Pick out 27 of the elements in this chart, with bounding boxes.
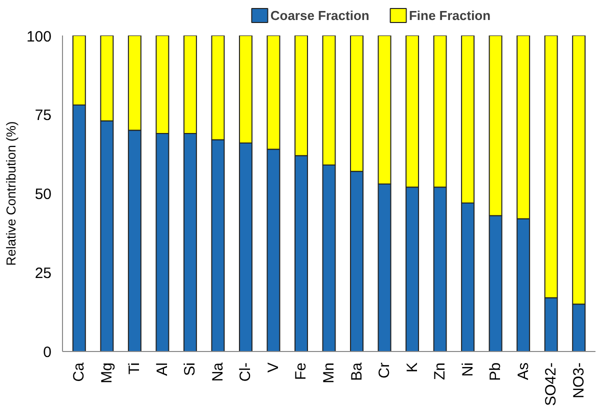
- x-tick-label: Mn: [320, 362, 338, 384]
- y-tick-label: 0: [43, 344, 52, 361]
- x-tick-label: Ni: [459, 362, 476, 377]
- x-tick-label: Ca: [70, 362, 88, 382]
- y-tick-label: 50: [34, 186, 52, 203]
- x-tick-label: Al: [154, 362, 171, 376]
- y-axis-title: Relative Contribution (%): [3, 121, 18, 266]
- x-tick-label: Si: [182, 362, 199, 376]
- x-tick-label: Ba: [348, 362, 366, 381]
- x-tick-label: Na: [209, 362, 226, 382]
- x-tick-label: K: [404, 362, 421, 373]
- x-tick-label: As: [514, 362, 532, 380]
- x-tick-label: NO3-: [570, 362, 588, 398]
- x-tick-label: Pb: [487, 362, 504, 381]
- legend-label: Coarse Fraction: [270, 8, 370, 23]
- x-tick-label: Mg: [98, 362, 116, 384]
- x-tick-label: Fe: [292, 362, 310, 380]
- x-tick-label: Cl-: [237, 362, 254, 382]
- y-tick-label: 25: [34, 265, 52, 282]
- y-tick-label: 75: [34, 107, 52, 124]
- x-tick-label: Ti: [126, 362, 144, 374]
- x-tick-label: V: [264, 362, 282, 373]
- y-tick-label: 100: [26, 28, 52, 46]
- x-tick-label: SO42-: [542, 362, 560, 406]
- legend-label: Fine Fraction: [408, 8, 491, 23]
- x-tick-label: Zn: [432, 362, 449, 380]
- x-tick-label: Cr: [376, 362, 394, 378]
